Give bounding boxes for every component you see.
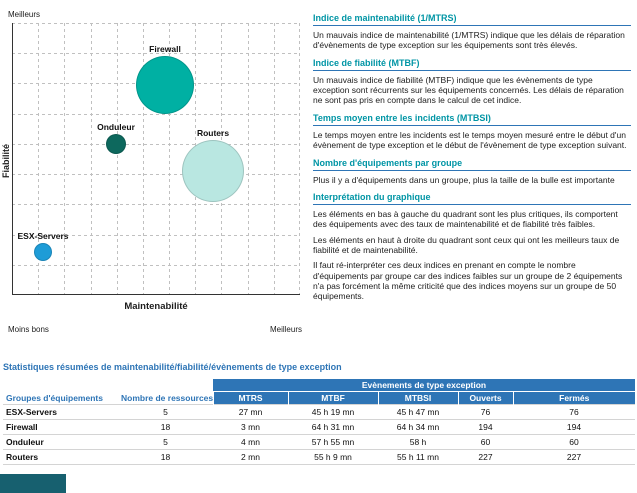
section-divider xyxy=(313,69,631,71)
chart-label-worst-bottom: Moins bons xyxy=(8,325,49,334)
info-section-maintenabilite: Indice de maintenabilité (1/MTRS) Un mau… xyxy=(313,13,631,51)
table-cell: 194 xyxy=(513,419,636,435)
info-section-interpretation: Interprétation du graphique Les éléments… xyxy=(313,192,631,302)
table-cell: 45 h 47 mn xyxy=(378,404,458,420)
partial-next-page-band xyxy=(0,474,66,493)
table-cell: 64 h 31 mn xyxy=(288,419,378,435)
bubble-chart-plot: Firewall Onduleur Routers ESX-Servers xyxy=(12,23,300,295)
table-row: Routers 18 2 mn 55 h 9 mn 55 h 11 mn 227 227 xyxy=(3,449,636,465)
col-header-ouverts: Ouverts xyxy=(457,391,513,405)
table-cell: 76 xyxy=(513,404,636,420)
table-group-header-row: Evènements de type exception xyxy=(3,379,636,392)
table-cell: 58 h xyxy=(378,434,458,450)
table-cell: 4 mn xyxy=(213,434,288,450)
table-cell: 57 h 55 mn xyxy=(288,434,378,450)
table-cell: 18 xyxy=(118,419,213,435)
chart-label-best-top: Meilleurs xyxy=(8,10,41,19)
stats-table-section: Statistiques résumées de maintenabilité/… xyxy=(3,362,636,465)
table-cell: 55 h 11 mn xyxy=(378,449,458,465)
table-cell: Onduleur xyxy=(3,434,118,450)
table-cell: 76 xyxy=(458,404,513,420)
table-cell: ESX-Servers xyxy=(3,404,118,420)
info-paragraph: Les éléments en haut à droite du quadran… xyxy=(313,234,620,255)
table-cell: 64 h 34 mn xyxy=(378,419,458,435)
table-cell: 27 mn xyxy=(213,404,288,420)
col-header-groupes: Groupes d'équipements xyxy=(6,392,103,403)
chart-bubble-label-firewall: Firewall xyxy=(149,44,181,54)
table-header-spacer xyxy=(3,379,213,392)
chart-label-best-right: Meilleurs xyxy=(269,325,302,334)
table-cell: 227 xyxy=(513,449,636,465)
chart-bubble-label-esx-servers: ESX-Servers xyxy=(17,231,69,241)
y-axis-label: Fiabilité xyxy=(1,144,11,179)
info-section-title: Indice de maintenabilité (1/MTRS) xyxy=(313,13,457,23)
table-row: Onduleur 5 4 mn 57 h 55 mn 58 h 60 60 xyxy=(3,434,636,450)
info-section-title: Temps moyen entre les incidents (MTBSI) xyxy=(313,112,491,123)
table-cell: 5 xyxy=(118,404,213,420)
table-column-header-row: Groupes d'équipements Nombre de ressourc… xyxy=(3,391,636,405)
info-section-nombre-equipements: Nombre d'équipements par groupe Plus il … xyxy=(313,158,631,185)
col-header-mtbsi: MTBSI xyxy=(377,391,458,405)
section-divider xyxy=(313,169,631,171)
table-cell: 5 xyxy=(118,434,213,450)
info-paragraph: Plus il y a d'équipements dans un groupe… xyxy=(313,174,615,185)
chart-grid xyxy=(12,23,300,295)
table-cell: 2 mn xyxy=(213,449,288,465)
table-row: Firewall 18 3 mn 64 h 31 mn 64 h 34 mn 194 194 xyxy=(3,419,636,435)
section-divider xyxy=(313,203,631,205)
table-cell: 194 xyxy=(458,419,513,435)
chart-bubble-esx-servers xyxy=(34,243,52,261)
info-paragraph: Il faut ré-interpréter ces deux indices … xyxy=(313,260,623,302)
table-cell: Routers xyxy=(3,449,118,465)
col-header-fermes: Fermés xyxy=(512,391,636,405)
section-divider xyxy=(313,25,631,26)
info-section-title: Nombre d'équipements par groupe xyxy=(313,157,463,168)
col-header-mtrs: MTRS xyxy=(212,391,288,405)
info-panel: Indice de maintenabilité (1/MTRS) Un mau… xyxy=(313,13,631,309)
table-row: ESX-Servers 5 27 mn 45 h 19 mn 45 h 47 mn 76 7… xyxy=(3,404,636,420)
table-cell: 18 xyxy=(118,449,213,465)
info-paragraph: Le temps moyen entre les incidents est l… xyxy=(313,129,627,151)
col-header-mtbf: MTBF xyxy=(287,391,378,405)
table-group-header: Evènements de type exception xyxy=(213,379,636,392)
chart-bubble-label-routers: Routers xyxy=(196,128,230,138)
chart-bubble-onduleur xyxy=(106,134,126,154)
chart-bubble-firewall xyxy=(136,56,194,114)
table-cell: 55 h 9 mn xyxy=(288,449,378,465)
col-header-nombre: Nombre de ressources xyxy=(121,392,213,403)
table-cell: 45 h 19 mn xyxy=(288,404,378,420)
info-section-title: Interprétation du graphique xyxy=(313,191,431,202)
table-title: Statistiques résumées de maintenabilité/… xyxy=(3,362,342,372)
info-paragraph: Les éléments en bas à gauche du quadrant… xyxy=(313,208,618,230)
chart-bubble-routers xyxy=(182,140,244,202)
table-cell: Firewall xyxy=(3,419,118,435)
info-section-title: Indice de fiabilité (MTBF) xyxy=(313,57,420,68)
table-cell: 60 xyxy=(513,434,636,450)
x-axis-label: Maintenabilité xyxy=(124,301,188,312)
table-cell: 227 xyxy=(458,449,513,465)
table-cell: 60 xyxy=(458,434,513,450)
bubble-chart: Meilleurs Firewall Onduleur Routers ESX-Ser… xyxy=(1,10,304,342)
info-section-fiabilite: Indice de fiabilité (MTBF) Un mauvais in… xyxy=(313,58,631,106)
table-cell: 3 mn xyxy=(213,419,288,435)
chart-bubble-label-onduleur: Onduleur xyxy=(97,122,135,132)
section-divider xyxy=(313,124,631,126)
info-paragraph: Un mauvais indice de maintenabilité (1/M… xyxy=(313,30,625,51)
stats-table: Evènements de type exception Groupes d'é… xyxy=(3,379,636,465)
info-section-mtbsi: Temps moyen entre les incidents (MTBSI) … xyxy=(313,113,631,151)
info-paragraph: Un mauvais indice de fiabilité (MTBF) in… xyxy=(313,74,624,106)
